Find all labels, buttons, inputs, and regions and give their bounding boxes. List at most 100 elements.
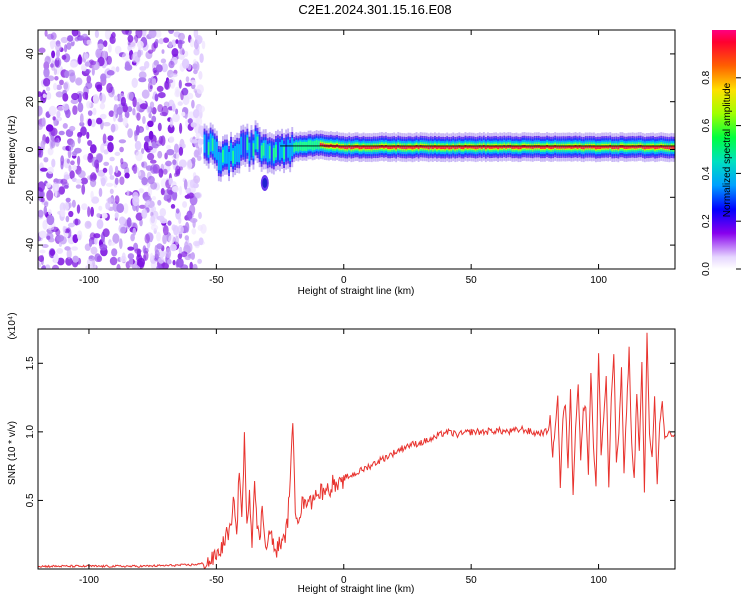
noise-speckle: [90, 206, 94, 217]
noise-speckle: [114, 151, 121, 156]
signal-band-cell: [517, 146, 520, 150]
noise-speckle: [83, 39, 87, 45]
signal-band-cell: [668, 146, 671, 150]
signal-band-cell: [352, 146, 355, 149]
noise-speckle: [39, 249, 46, 254]
noise-speckle: [156, 264, 163, 269]
signal-band-cell: [590, 145, 593, 149]
signal-band-cell: [466, 145, 469, 149]
noise-speckle: [66, 42, 72, 50]
signal-band-cell: [250, 133, 253, 158]
noise-speckle: [94, 236, 98, 245]
signal-band-cell: [348, 145, 351, 149]
noise-speckle: [42, 219, 48, 230]
noise-speckle: [115, 66, 120, 73]
signal-band-cell: [395, 146, 398, 150]
noise-speckle: [114, 177, 119, 185]
noise-speckle: [92, 93, 99, 105]
noise-speckle: [89, 144, 97, 154]
noise-speckle: [51, 50, 56, 59]
noise-speckle: [64, 70, 70, 79]
noise-speckle: [177, 253, 183, 260]
signal-band-cell: [238, 144, 241, 163]
noise-speckle: [136, 112, 141, 121]
noise-speckle: [82, 91, 89, 100]
snr-axis-ticks: -100 -50 0 50 100 0.5 1.0 1.5: [25, 329, 675, 586]
x-tick-label: 50: [466, 575, 478, 586]
noise-speckle: [135, 30, 143, 39]
noise-speckle: [43, 67, 50, 78]
signal-band-cell: [450, 146, 453, 150]
noise-speckle: [69, 60, 78, 68]
signal-band-cell: [215, 141, 218, 160]
noise-speckle: [141, 148, 145, 155]
noise-speckle: [127, 253, 135, 260]
noise-speckle: [192, 63, 198, 70]
noise-speckle: [42, 93, 47, 99]
noise-speckle: [124, 64, 133, 71]
noise-speckle: [175, 39, 179, 44]
noise-speckle: [138, 204, 147, 209]
signal-band-cell: [301, 142, 304, 152]
signal-band-cell: [595, 146, 597, 150]
noise-speckle: [56, 84, 62, 91]
x-tick-label: -50: [209, 275, 224, 286]
signal-band-cell: [582, 146, 585, 150]
signal-band-cell: [383, 145, 385, 149]
noise-speckle: [132, 195, 140, 207]
noise-speckle: [43, 157, 49, 163]
noise-speckle: [38, 261, 41, 268]
colorbar-tick-label: 0.4: [701, 166, 712, 180]
noise-speckle: [87, 118, 92, 127]
noise-speckle: [178, 79, 182, 89]
noise-speckle: [132, 108, 136, 116]
noise-speckle: [160, 58, 167, 64]
noise-speckle: [90, 190, 94, 200]
noise-speckle: [185, 187, 192, 194]
signal-band-cell: [372, 145, 375, 149]
signal-band-cell: [248, 142, 251, 161]
noise-speckle: [59, 79, 64, 86]
noise-speckle: [126, 217, 132, 228]
noise-speckle: [186, 92, 194, 100]
signal-band-cell: [480, 145, 483, 149]
noise-speckle: [79, 121, 85, 127]
signal-band-cell: [431, 146, 434, 149]
signal-band-cell: [234, 146, 237, 165]
noise-speckle: [150, 164, 158, 174]
noise-speckle: [45, 136, 50, 144]
noise-speckle: [46, 235, 51, 240]
noise-speckle: [101, 50, 108, 59]
noise-speckle: [96, 84, 103, 92]
noise-speckle: [142, 245, 147, 254]
noise-speckle: [189, 179, 195, 188]
signal-band-cell: [556, 145, 559, 149]
noise-speckle: [58, 130, 65, 136]
signal-band-cell: [623, 146, 626, 149]
signal-band-cell: [291, 138, 294, 157]
noise-speckle: [46, 86, 51, 92]
noise-speckle: [49, 249, 56, 256]
noise-speckle: [41, 117, 46, 127]
signal-band-cell: [531, 146, 534, 149]
signal-band-cell: [495, 145, 497, 149]
noise-speckle: [115, 165, 119, 174]
signal-band-cell: [533, 145, 536, 149]
noise-speckle: [137, 257, 145, 268]
noise-speckle: [120, 96, 126, 107]
noise-speckle: [71, 199, 76, 208]
noise-speckle: [61, 181, 69, 188]
signal-band-cell: [597, 146, 599, 149]
noise-speckle: [93, 233, 101, 239]
signal-band-cell: [283, 146, 285, 160]
noise-speckle: [185, 76, 190, 83]
noise-speckle: [46, 91, 52, 100]
noise-speckle: [94, 159, 100, 169]
noise-speckle: [55, 44, 62, 52]
noise-speckle: [127, 34, 134, 43]
colorbar-tick-label: 0.2: [701, 214, 712, 228]
signal-band-cell: [507, 145, 510, 148]
signal-band-cell: [672, 146, 675, 149]
signal-band-cell: [586, 145, 589, 149]
colorbar-tick-label: 0.8: [701, 70, 712, 84]
